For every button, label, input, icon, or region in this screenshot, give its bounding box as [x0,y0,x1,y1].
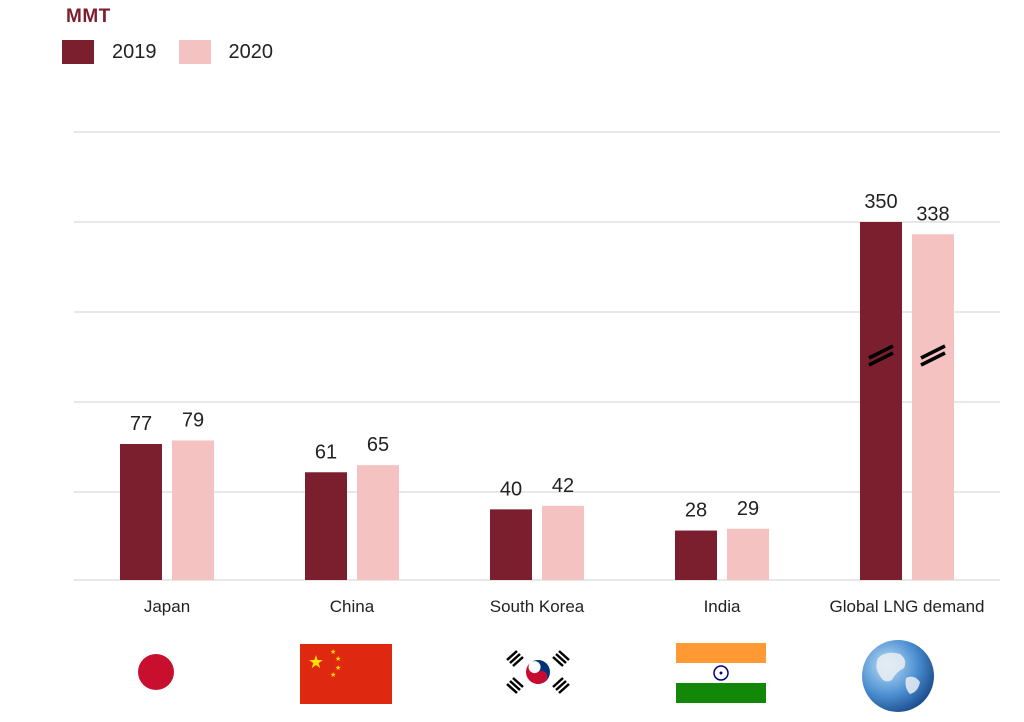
svg-text:★: ★ [330,648,336,656]
globe-icon [856,638,940,719]
data-label: 338 [916,203,949,225]
legend: 2019 2020 [62,40,295,64]
legend-swatch-2019 [62,40,94,64]
bar-2020-south-korea [542,505,584,580]
china-flag-icon: ★ ★ ★ ★ ★ [300,644,392,709]
data-label: 42 [552,475,574,497]
bar-2019-china [305,472,347,580]
category-label: South Korea [490,597,585,616]
legend-swatch-2020 [178,40,211,64]
bar-2020-india [727,528,769,580]
bar-2020-global-lng-demand [912,234,954,580]
category-label: India [704,597,741,616]
axis-break-mark [868,351,894,367]
bar-2019-india [675,530,717,580]
legend-item-2019: 2019 [62,40,157,64]
svg-text:★: ★ [335,655,341,663]
japan-flag-icon [136,652,176,697]
legend-label-2019: 2019 [112,40,157,63]
bar-2019-global-lng-demand [860,222,902,580]
bar-2020-china [357,465,399,580]
data-label: 350 [864,191,897,213]
axis-break-mark [920,351,946,367]
svg-text:★: ★ [330,671,336,679]
india-flag-icon [676,643,766,708]
data-label: 77 [130,413,152,435]
axis-break-mark [868,344,894,360]
legend-item-2020: 2020 [178,40,274,64]
data-label: 61 [315,441,337,463]
data-label: 29 [737,498,759,520]
south-korea-flag-icon [503,646,573,703]
bar-2020-japan [172,440,214,580]
data-label: 28 [685,500,707,522]
data-label: 40 [500,478,522,500]
svg-text:★: ★ [335,664,341,672]
bar-2019-south-korea [490,509,532,580]
category-label: Japan [144,597,190,616]
category-label: Global LNG demand [830,597,985,616]
data-label: 65 [367,434,389,456]
legend-label-2020: 2020 [228,40,274,63]
bar-2019-japan [120,444,162,580]
unit-label: MMT [66,6,111,27]
category-label: China [330,597,375,616]
data-label: 79 [182,409,204,431]
axis-break-mark [920,344,946,360]
svg-text:★: ★ [308,652,324,673]
